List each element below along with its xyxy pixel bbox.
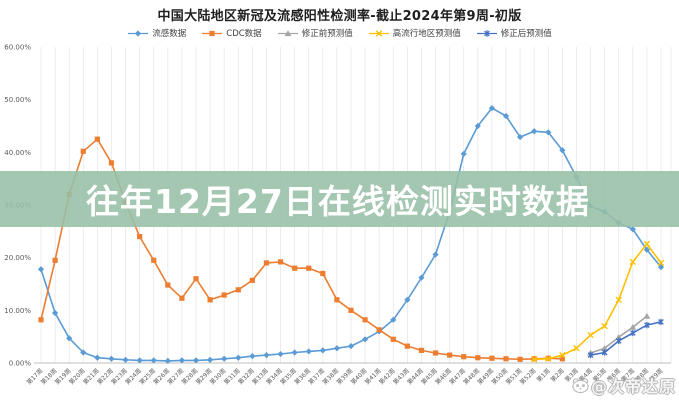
y-tick-label: 10.00% xyxy=(4,307,31,315)
y-tick-label: 60.00% xyxy=(4,44,31,52)
watermark-text: @次帝达原 xyxy=(590,377,676,396)
x-tick-label: 第1周 xyxy=(535,367,552,384)
y-tick-label: 40.00% xyxy=(4,149,31,157)
series-高流行地区预测值 xyxy=(530,240,665,363)
y-tick-label: 0.00% xyxy=(9,360,32,368)
banner-overlay: 往年12月27日在线检测实时数据 xyxy=(0,171,679,227)
page-title: 中国大陆地区新冠及流感阳性检测率-截止2024年第9周-初版 xyxy=(157,9,522,24)
series-修正后预测值 xyxy=(587,318,664,359)
legend-label: CDC数据 xyxy=(226,29,262,39)
legend-item-修正前预测值: 修正前预测值 xyxy=(277,27,353,39)
legend-label: 流感数据 xyxy=(152,29,187,39)
y-tick-label: 50.00% xyxy=(4,96,31,104)
legend-item-CDC数据: CDC数据 xyxy=(201,27,262,39)
legend-marker-icon xyxy=(202,30,223,36)
legend-label: 修正前预测值 xyxy=(301,29,353,39)
x-axis-labels: 第17周第18周第19周第20周第21周第22周第23周第24周第25周第26周… xyxy=(25,367,665,387)
chart-legend: 流感数据 CDC数据 修正前预测值 高流行地区预测值 修正后预测值 xyxy=(0,27,679,39)
x-tick-label: 第2周 xyxy=(549,367,566,384)
legend-label: 高流行地区预测值 xyxy=(392,29,461,39)
legend-marker-icon xyxy=(368,29,389,37)
banner-title: 往年12月27日在线检测实时数据 xyxy=(86,182,590,221)
legend-label: 修正后预测值 xyxy=(500,29,552,39)
legend-item-修正后预测值: 修正后预测值 xyxy=(476,27,552,39)
legend-item-流感数据: 流感数据 xyxy=(127,27,186,39)
x-tick-label: 第52周 xyxy=(518,367,538,387)
watermark: @次帝达原 xyxy=(572,373,676,397)
legend-marker-icon xyxy=(476,29,497,37)
legend-marker-icon xyxy=(277,29,298,36)
y-tick-label: 20.00% xyxy=(4,254,31,262)
legend-marker-icon xyxy=(128,29,149,37)
legend-item-高流行地区预测值: 高流行地区预测值 xyxy=(368,27,461,39)
panda-icon xyxy=(572,377,589,393)
